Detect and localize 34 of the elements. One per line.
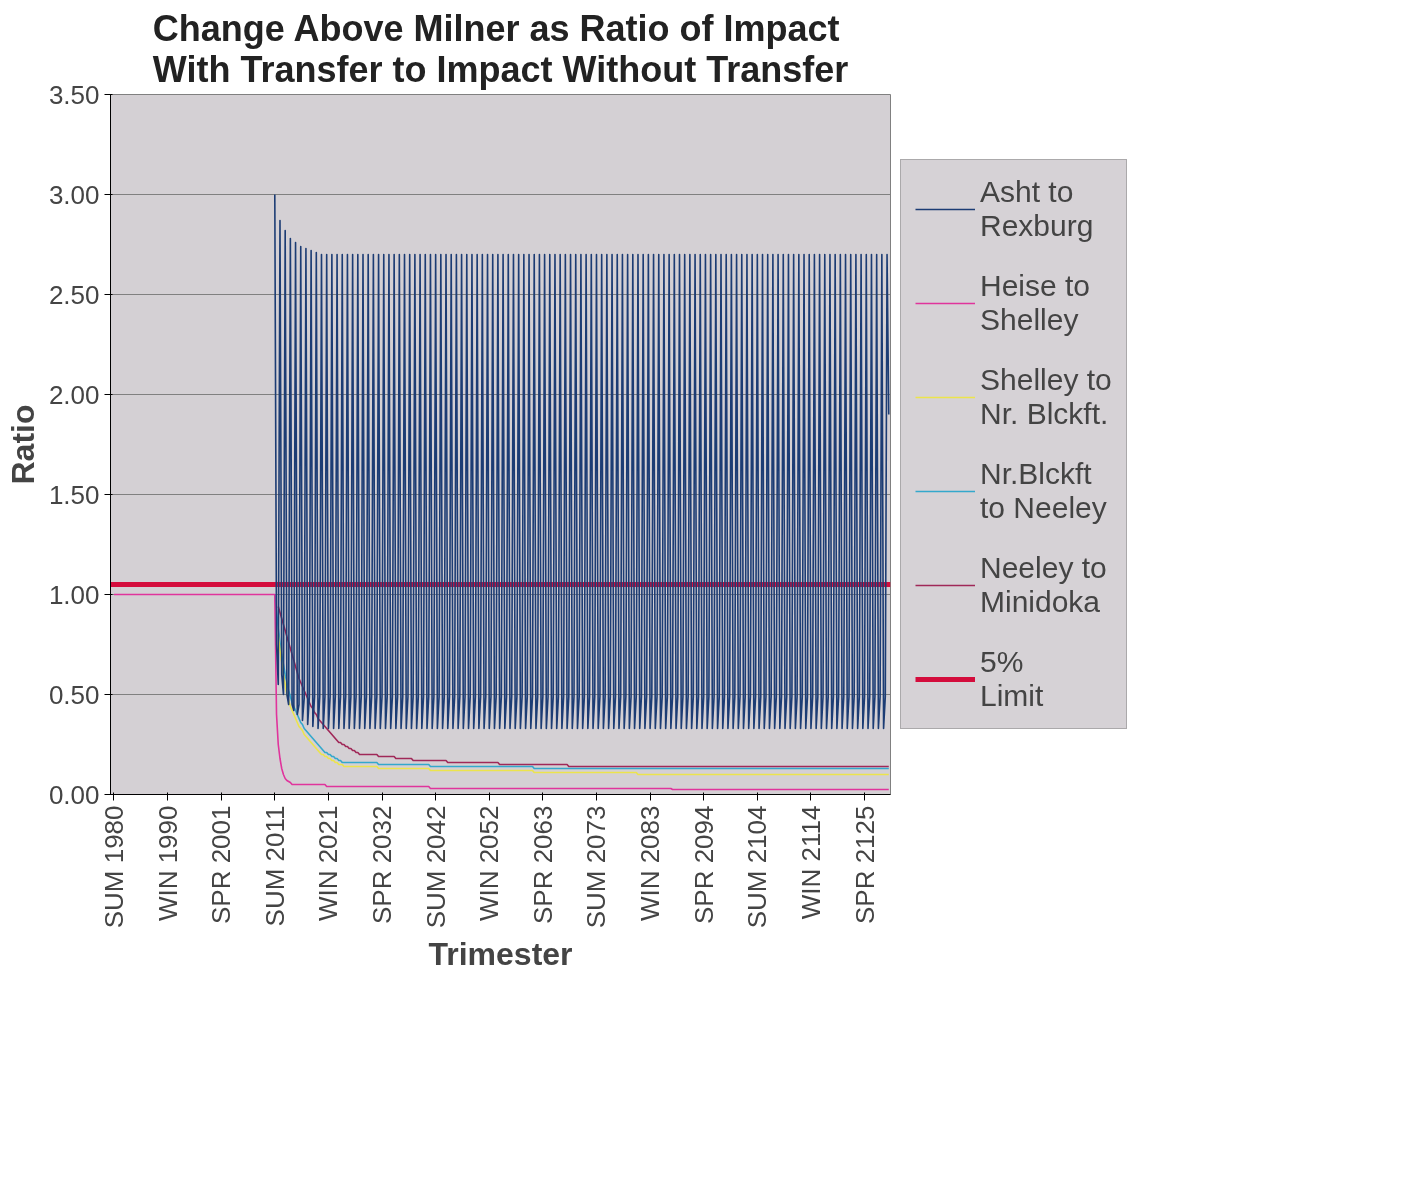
- x-tick-label: SUM 1980: [98, 805, 129, 929]
- x-tick-label: SUM 2073: [581, 805, 612, 929]
- x-tick-label: WIN 2052: [474, 805, 505, 922]
- y-tick-label: 3.50: [48, 79, 100, 110]
- legend-label: 5% Limit: [980, 644, 1044, 714]
- y-tick-label: 3.00: [48, 179, 100, 210]
- legend-label: Asht to Rexburg: [980, 174, 1094, 244]
- x-tick-label: SPR 2032: [367, 805, 398, 925]
- y-tick-label: 0.50: [48, 679, 100, 710]
- legend-label: Neeley to Minidoka: [980, 550, 1107, 620]
- x-tick-label: SPR 2063: [527, 805, 558, 925]
- x-tick-label: SPR 2001: [206, 805, 237, 925]
- x-tick-label: WIN 2083: [635, 805, 666, 922]
- x-tick-label: SUM 2042: [420, 805, 451, 929]
- x-tick-label: SPR 2094: [688, 805, 719, 925]
- y-tick-label: 2.00: [48, 379, 100, 410]
- x-tick-label: SUM 2104: [742, 805, 773, 929]
- legend-label: Nr.Blckft to Neeley: [980, 456, 1107, 526]
- y-tick-label: 1.00: [48, 579, 100, 610]
- x-axis-title: Trimester: [428, 936, 573, 973]
- line-series: [274, 193, 890, 730]
- x-tick-label: SPR 2125: [849, 805, 880, 925]
- chart-title: Change Above Milner as Ratio of Impact With Transfer to Impact Without Transfer: [152, 7, 849, 90]
- x-tick-label: SUM 2011: [259, 805, 290, 927]
- y-tick-label: 2.50: [48, 279, 100, 310]
- y-tick-label: 0.00: [48, 779, 100, 810]
- line-series: [113, 593, 890, 791]
- legend-label: Heise to Shelley: [980, 268, 1091, 338]
- legend-label: Shelley to Nr. Blckft.: [980, 362, 1112, 432]
- x-tick-label: WIN 2021: [313, 805, 344, 922]
- x-tick-label: WIN 2114: [795, 805, 826, 920]
- y-tick-label: 1.50: [48, 479, 100, 510]
- y-axis-title: Ratio: [4, 404, 41, 485]
- x-tick-label: WIN 1990: [152, 805, 183, 922]
